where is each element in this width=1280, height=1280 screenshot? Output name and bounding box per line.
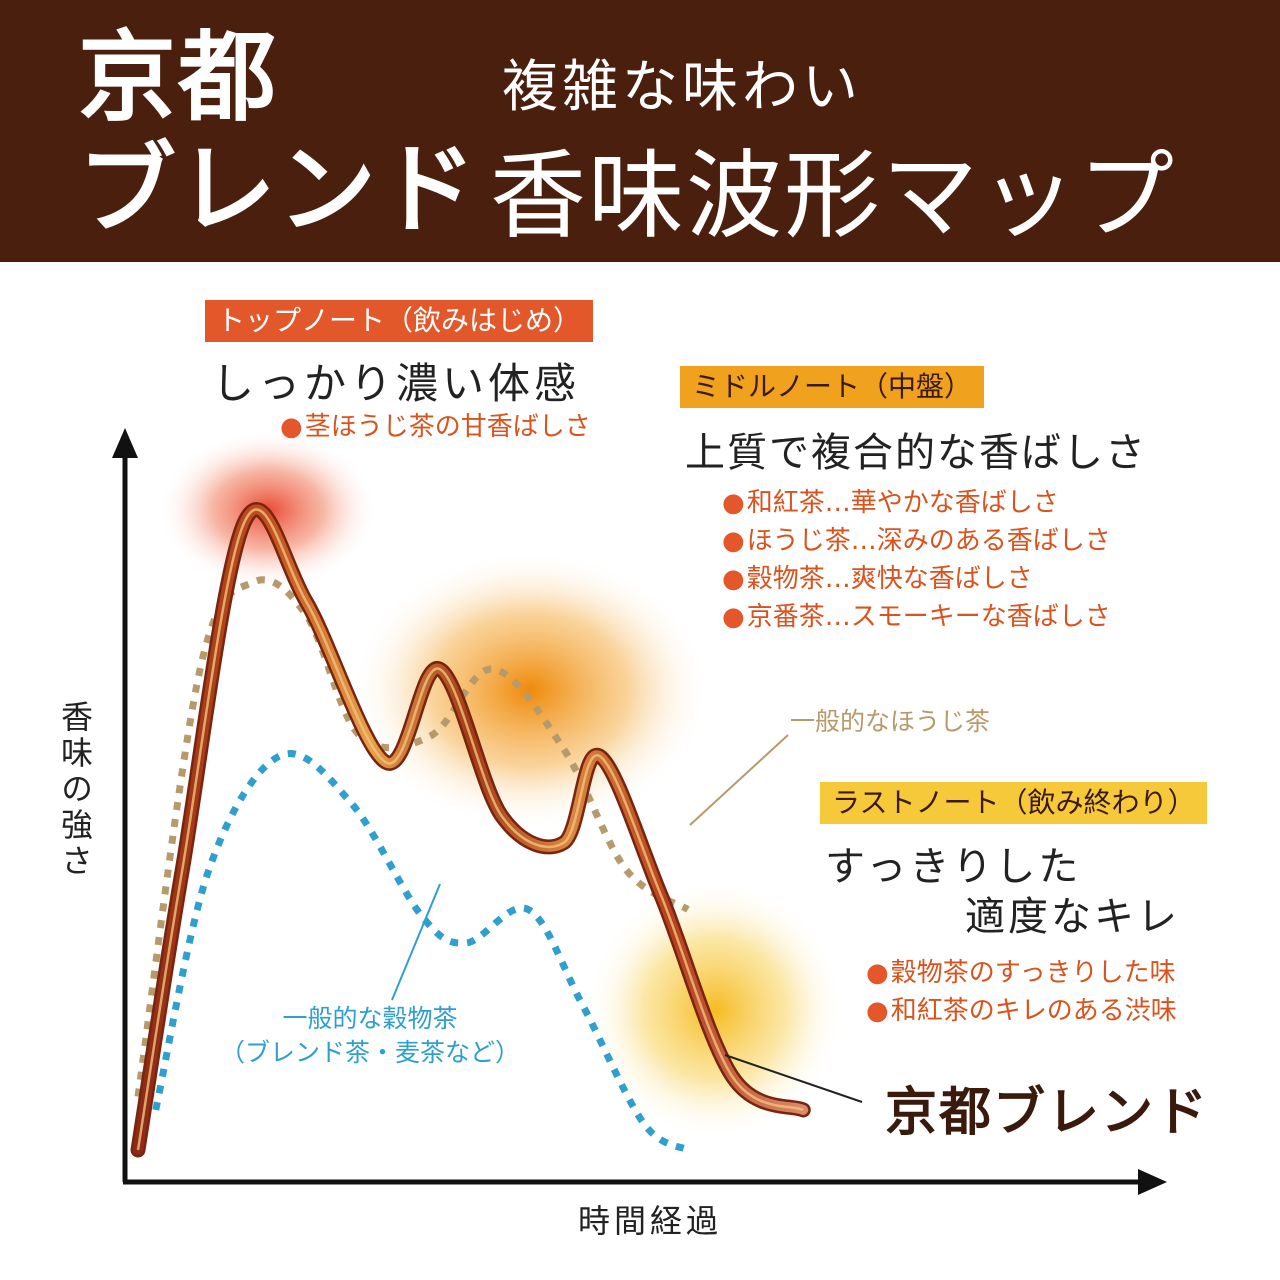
x-axis-label: 時間経過 bbox=[578, 1202, 723, 1240]
middle-note-item: ほうじ茶…深みのある香ばしさ bbox=[722, 522, 1111, 560]
kyoto-blend-series-label: 京都ブレンド bbox=[885, 1083, 1210, 1143]
last-note-heading-line2: 適度なキレ bbox=[965, 894, 1180, 940]
middle-note-list: 和紅茶…華やかな香ばしさ ほうじ茶…深みのある香ばしさ 穀物茶…爽快な香ばしさ … bbox=[722, 484, 1111, 636]
middle-note-item: 京番茶…スモーキーな香ばしさ bbox=[722, 598, 1111, 636]
middle-note-tag: ミドルノート（中盤） bbox=[680, 366, 985, 408]
series-layer bbox=[130, 502, 811, 1158]
grain-label-line2: （ブレンド茶・麦茶など） bbox=[220, 1038, 521, 1067]
kyoto-leader bbox=[724, 1054, 863, 1103]
y-axis-label: 香味の強さ bbox=[56, 700, 94, 880]
y-axis-arrow bbox=[112, 428, 138, 458]
top-note-item: 茎ほうじ茶の甘香ばしさ bbox=[280, 408, 591, 446]
page-title: 香味波形マップ bbox=[490, 140, 1176, 252]
middle-note-item: 穀物茶…爽快な香ばしさ bbox=[722, 560, 1111, 598]
brand-line1: 京都 bbox=[78, 21, 279, 135]
brand-line2: ブレンド bbox=[78, 133, 479, 247]
last-note-tag: ラストノート（飲み終わり） bbox=[820, 782, 1208, 824]
grain-tea-line bbox=[152, 750, 690, 1154]
grain-label-line1: 一般的な穀物茶 bbox=[282, 1004, 458, 1033]
hojicha-leader bbox=[689, 734, 789, 826]
grain-leader bbox=[391, 883, 441, 1001]
hojicha-series-label: 一般的なほうじ茶 bbox=[790, 707, 991, 736]
middle-note-item: 和紅茶…華やかな香ばしさ bbox=[722, 484, 1111, 522]
last-note-item: 和紅茶のキレのある渋味 bbox=[866, 992, 1177, 1030]
middle-note-glow bbox=[350, 550, 710, 830]
x-axis-arrow bbox=[1138, 1169, 1167, 1195]
subtitle: 複雑な味わい bbox=[502, 55, 862, 120]
kyoto-blend-ribbon-highlight bbox=[136, 508, 804, 1151]
grain-tea-series-label: 一般的な穀物茶 （ブレンド茶・麦茶など） bbox=[220, 1002, 520, 1070]
brand-title: 京都 ブレンド bbox=[78, 22, 478, 246]
last-note-glow bbox=[585, 880, 845, 1140]
last-note-heading-line1: すっきりした bbox=[825, 844, 1082, 890]
header-banner: 京都 ブレンド 複雑な味わい 香味波形マップ bbox=[0, 0, 1280, 262]
middle-note-heading: 上質で複合的な香ばしさ bbox=[685, 430, 1147, 476]
flavor-chart bbox=[112, 428, 1167, 1195]
top-note-tag: トップノート（飲みはじめ） bbox=[205, 300, 594, 342]
last-note-list: 穀物茶のすっきりした味 和紅茶のキレのある渋味 bbox=[866, 954, 1177, 1030]
last-note-item: 穀物茶のすっきりした味 bbox=[866, 954, 1177, 992]
top-note-heading: しっかり濃い体感 bbox=[212, 359, 581, 408]
